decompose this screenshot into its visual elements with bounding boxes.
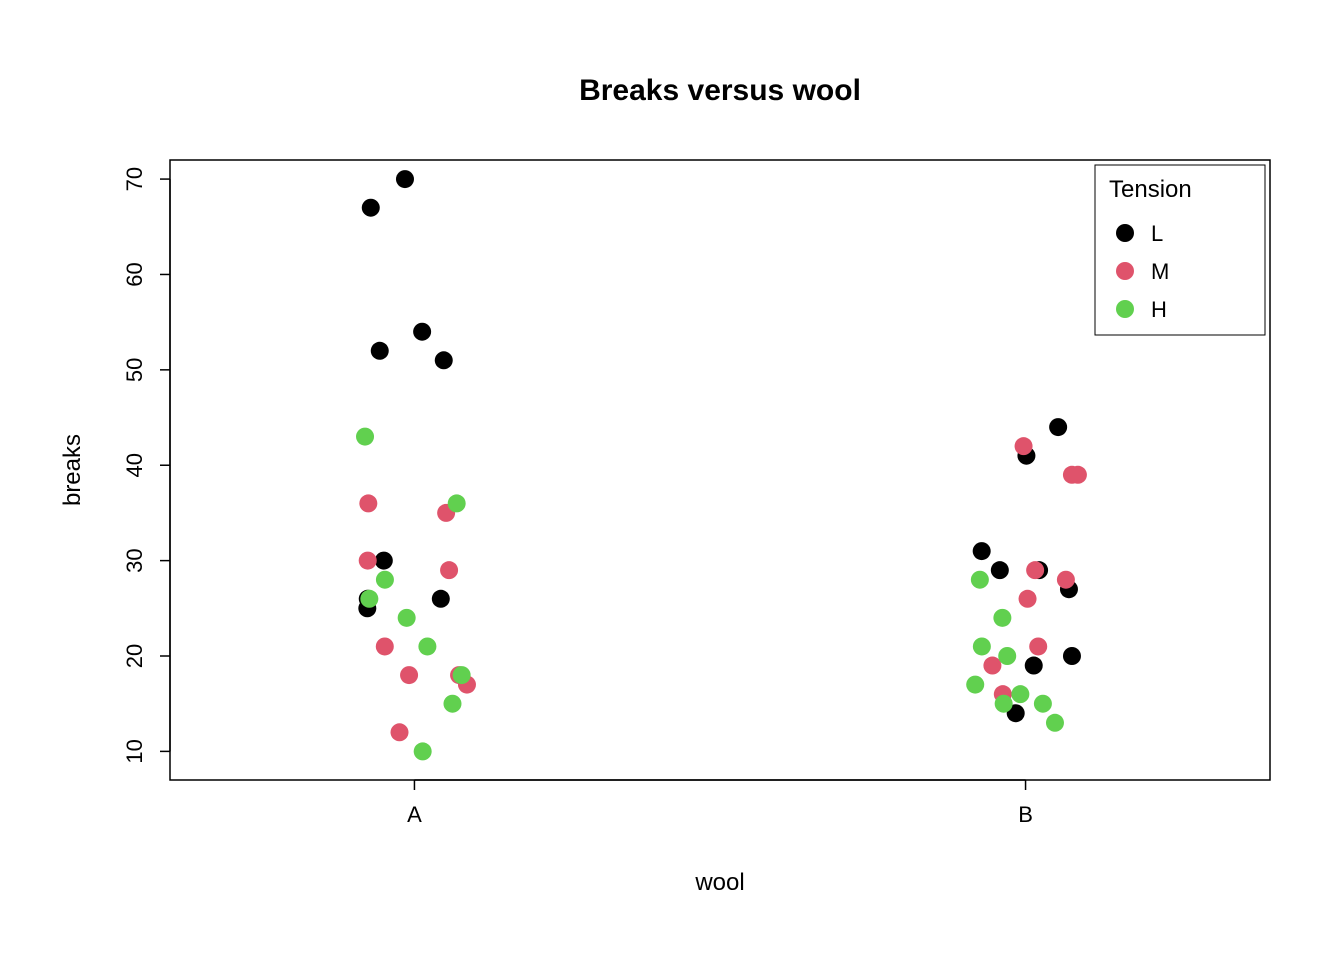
x-axis-label: wool <box>694 869 744 896</box>
data-point <box>1011 685 1029 703</box>
data-point <box>1026 561 1044 579</box>
data-point <box>376 571 394 589</box>
chart-title: Breaks versus wool <box>579 74 861 107</box>
data-point <box>356 428 374 446</box>
data-point <box>359 552 377 570</box>
y-tick-label: 40 <box>122 453 147 477</box>
data-point <box>440 561 458 579</box>
data-point <box>453 666 471 684</box>
data-point <box>966 676 984 694</box>
data-point <box>362 199 380 217</box>
data-point <box>993 609 1011 627</box>
legend-marker <box>1116 224 1134 242</box>
data-point <box>998 647 1016 665</box>
data-point <box>1019 590 1037 608</box>
y-tick-label: 10 <box>122 739 147 763</box>
data-point <box>995 695 1013 713</box>
legend-marker <box>1116 300 1134 318</box>
y-tick-label: 30 <box>122 548 147 572</box>
data-point <box>391 723 409 741</box>
y-tick-label: 60 <box>122 262 147 286</box>
scatter-chart-svg: Breaks versus wool 10 20 30 40 50 60 70 A Bwool br… <box>0 0 1344 960</box>
data-point <box>414 742 432 760</box>
legend-label: M <box>1151 259 1169 284</box>
data-point <box>983 657 1001 675</box>
data-point <box>1057 571 1075 589</box>
y-tick-label: 20 <box>122 644 147 668</box>
data-point <box>375 552 393 570</box>
data-point <box>971 571 989 589</box>
data-point <box>1015 437 1033 455</box>
data-point <box>435 351 453 369</box>
data-point <box>1063 647 1081 665</box>
data-point <box>1049 418 1067 436</box>
legend-marker <box>1116 262 1134 280</box>
data-point <box>1025 657 1043 675</box>
data-point <box>432 590 450 608</box>
data-point <box>991 561 1009 579</box>
data-point <box>371 342 389 360</box>
data-point <box>396 170 414 188</box>
data-point <box>398 609 416 627</box>
y-axis-label: breaks <box>59 434 86 506</box>
y-tick-label: 50 <box>122 358 147 382</box>
legend-label: L <box>1151 221 1163 246</box>
data-point <box>418 637 436 655</box>
x-tick-label: A <box>407 802 422 827</box>
data-point <box>973 542 991 560</box>
data-point <box>1029 637 1047 655</box>
legend-label: H <box>1151 297 1167 322</box>
y-tick-label: 70 <box>122 167 147 191</box>
chart-container: Breaks versus wool 10 20 30 40 50 60 70 A Bwool br… <box>0 0 1344 960</box>
data-point <box>360 590 378 608</box>
x-tick-label: B <box>1018 802 1033 827</box>
data-point <box>400 666 418 684</box>
data-point <box>1069 466 1087 484</box>
data-point <box>448 494 466 512</box>
data-point <box>359 494 377 512</box>
legend-title: Tension <box>1109 176 1192 203</box>
data-point <box>443 695 461 713</box>
data-point <box>973 637 991 655</box>
data-point <box>1034 695 1052 713</box>
data-point <box>1046 714 1064 732</box>
data-point <box>376 637 394 655</box>
data-point <box>413 323 431 341</box>
